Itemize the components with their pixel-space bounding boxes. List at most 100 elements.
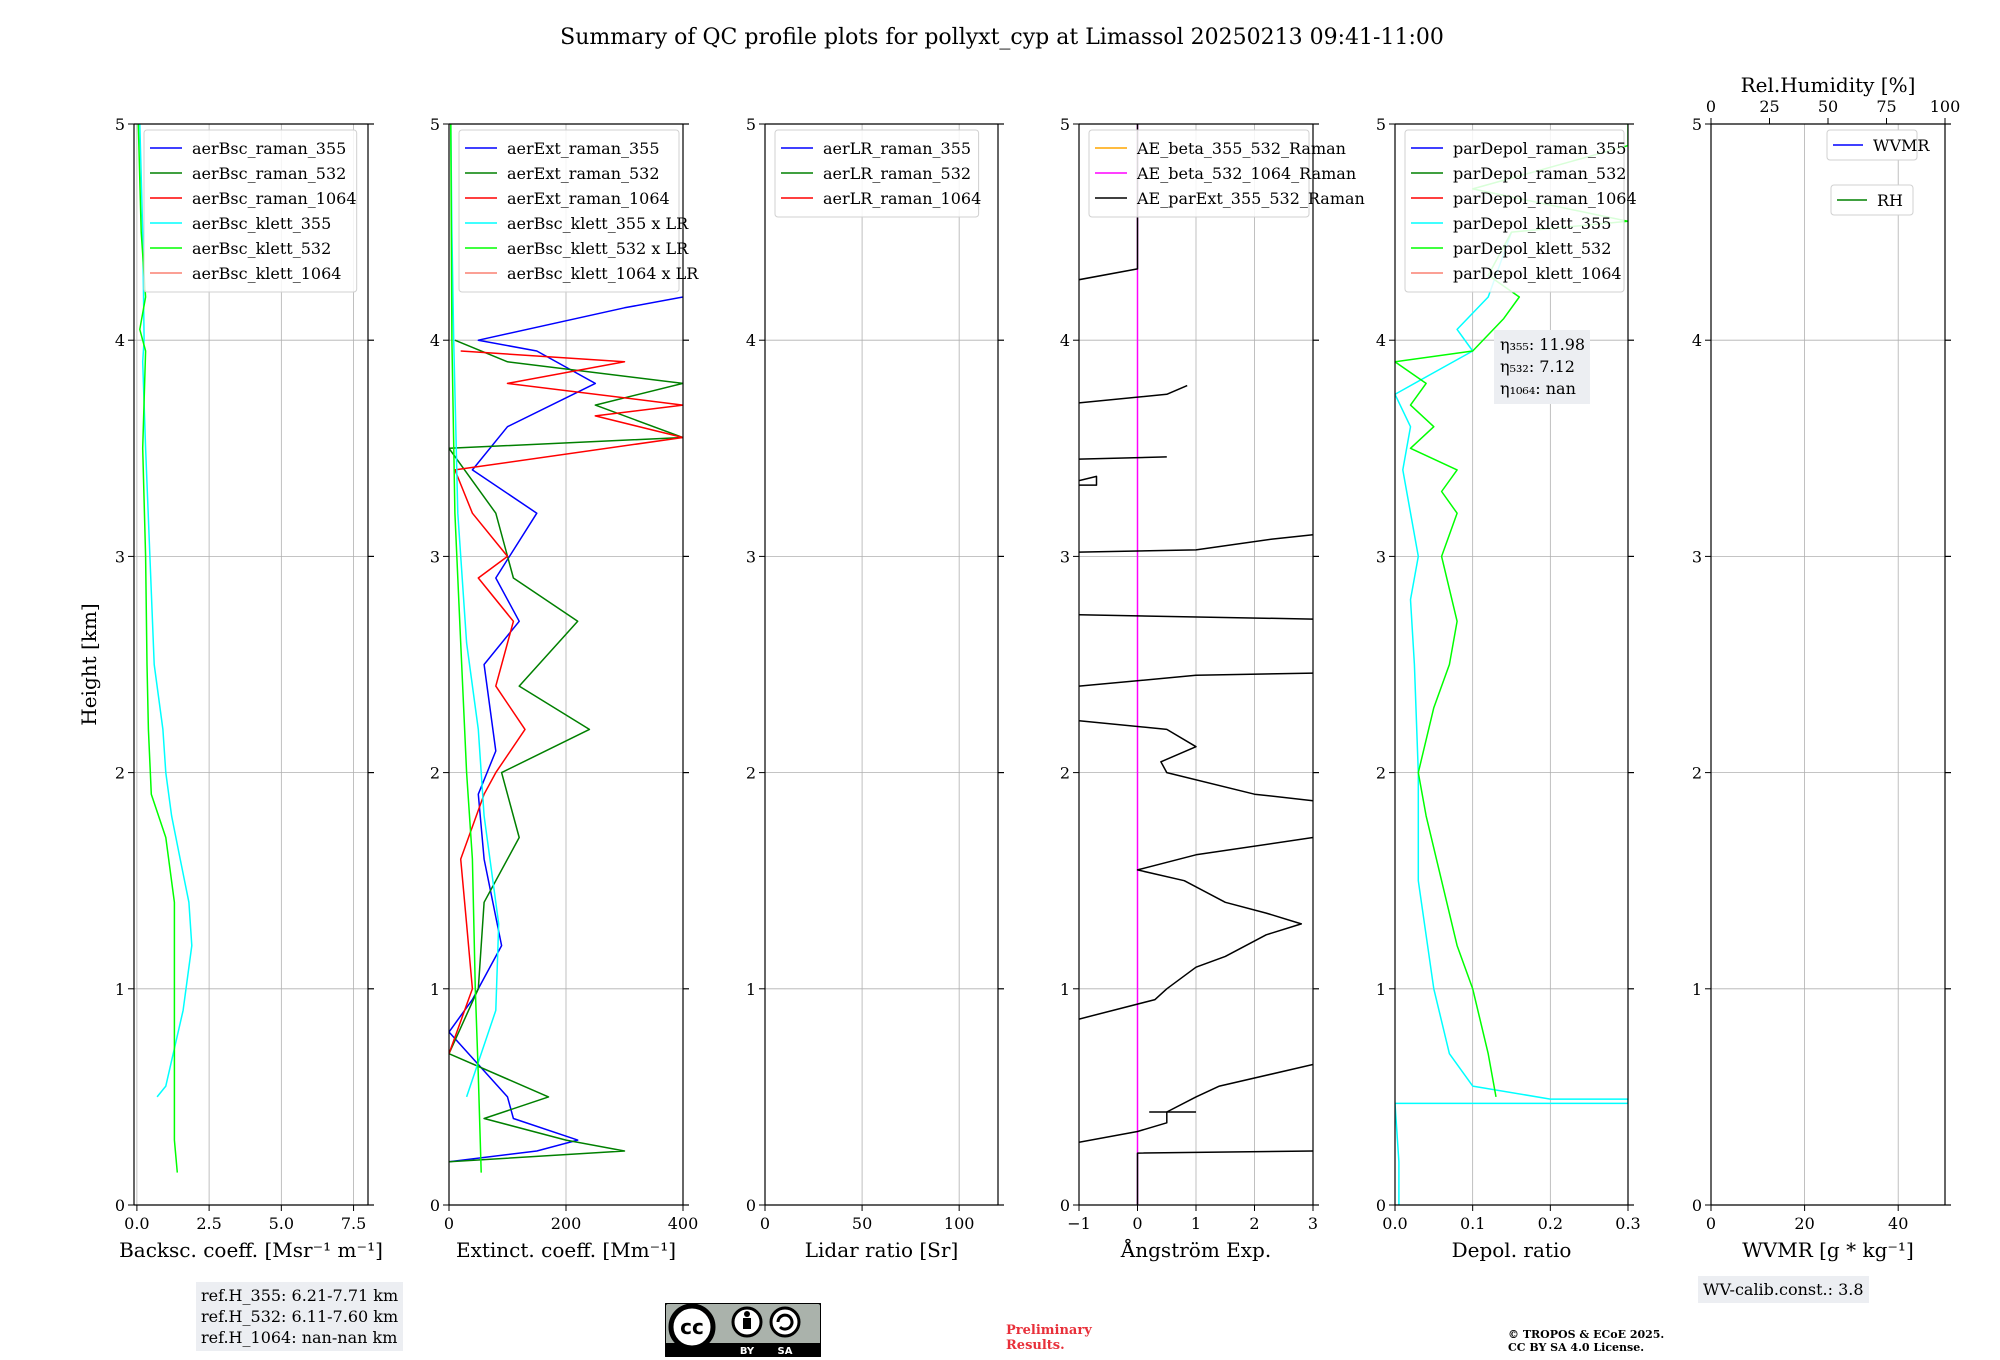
series-line-AE_parExt_355_532_Raman (1079, 534, 1313, 553)
legend-entry: RH (1877, 191, 1903, 210)
series-line-aerExt_raman_355 (449, 296, 683, 1163)
sa-label: SA (778, 1346, 793, 1357)
series-line-AE_parExt_355_532_Raman (1079, 475, 1098, 486)
panel-lidar_ratio: 0 50 100 0 1 2 3 4 5 Lidar ratio [Sr] aerLR_raman_… (746, 115, 1004, 1262)
legend-entry: WVMR (1873, 136, 1930, 155)
legend-entry: aerBsc_klett_1064 x LR (507, 264, 699, 283)
top-axis-label: Rel.Humidity [%] (1741, 73, 1916, 97)
ref-heights-box: ref.H_355: 6.21-7.71 km ref.H_532: 6.11-… (196, 1282, 404, 1351)
legend-entry: aerExt_raman_355 (507, 139, 660, 158)
x-axis-label: Ångström Exp. (1120, 1237, 1271, 1262)
eta-annotation-line: η₅₃₂: 7.12 (1500, 357, 1575, 376)
copyright-line-2: CC BY SA 4.0 License. (1508, 1341, 1645, 1354)
svg-text:cc: cc (680, 1315, 704, 1339)
cc-icon (668, 1303, 716, 1351)
legend-box (143, 129, 358, 293)
x-tick-label: 5.0 (269, 1214, 294, 1233)
legend-box (774, 129, 980, 218)
panel-extinction: 0 200 400 0 1 2 3 4 5 Extinct. coeff. [Mm⁻¹] aerEx… (430, 115, 699, 1262)
y-tick-label: 0 (1376, 1196, 1386, 1215)
preliminary-line-2: Results. (1006, 1338, 1065, 1353)
x-tick-label: −1 (1067, 1214, 1091, 1233)
series-line-AE_parExt_355_532_Raman (1079, 672, 1313, 687)
legend-entry: parDepol_klett_355 (1453, 214, 1611, 233)
x-tick-label: 1 (1191, 1214, 1201, 1233)
figure-title: Summary of QC profile plots for pollyxt_… (560, 25, 1444, 50)
series-line-aerBsc_klett_355 x LR (450, 124, 500, 1098)
legend-entry: aerBsc_raman_355 (192, 139, 346, 158)
series-line-aerExt_raman_532 (449, 339, 683, 1163)
y-tick-label: 2 (1376, 764, 1386, 783)
ref-height-532: ref.H_532: 6.11-7.60 km (201, 1307, 399, 1326)
y-tick-label: 5 (115, 115, 125, 134)
y-tick-label: 4 (430, 331, 440, 350)
x-tick-label: 40 (1888, 1214, 1908, 1233)
x-axis-label: Backsc. coeff. [Msr⁻¹ m⁻¹] (119, 1238, 383, 1262)
x-tick-label: 0.1 (1460, 1214, 1485, 1233)
top-x-tick-label: 0 (1706, 97, 1716, 116)
legend-entry: aerBsc_raman_532 (192, 164, 346, 183)
y-tick-label: 3 (1060, 547, 1070, 566)
y-tick-label: 3 (1376, 547, 1386, 566)
y-tick-label: 1 (430, 980, 440, 999)
y-tick-label: 2 (746, 764, 756, 783)
y-tick-label: 5 (1060, 115, 1070, 134)
y-tick-label: 2 (430, 764, 440, 783)
y-tick-label: 0 (1692, 1196, 1702, 1215)
x-tick-label: 50 (852, 1214, 872, 1233)
x-tick-label: 0.2 (1538, 1214, 1563, 1233)
y-tick-label: 3 (115, 547, 125, 566)
legend-entry: aerBsc_raman_1064 (192, 189, 357, 208)
series-line-aerBsc_klett_355 (139, 124, 193, 1098)
y-tick-label: 5 (430, 115, 440, 134)
x-tick-label: 3 (1308, 1214, 1318, 1233)
legend-entry: aerBsc_klett_355 x LR (507, 214, 689, 233)
x-tick-label: 100 (944, 1214, 975, 1233)
legend-box (1088, 129, 1310, 218)
x-tick-label: 0.0 (1382, 1214, 1407, 1233)
copyright-label: © TROPOS & ECoE 2025. CC BY SA 4.0 Licen… (1508, 1328, 1664, 1354)
x-axis-label: Extinct. coeff. [Mm⁻¹] (456, 1238, 676, 1262)
y-axis-label: Height [km] (77, 603, 101, 725)
legend-entry: aerBsc_klett_532 (192, 239, 331, 258)
y-tick-label: 3 (1692, 547, 1702, 566)
y-tick-label: 1 (1376, 980, 1386, 999)
x-tick-label: 0.0 (124, 1214, 149, 1233)
legend-box (1830, 184, 1914, 216)
x-tick-label: 2.5 (196, 1214, 221, 1233)
x-axis-label: WVMR [g * kg⁻¹] (1742, 1238, 1914, 1262)
y-tick-label: 4 (1376, 331, 1386, 350)
legend-entry: parDepol_klett_1064 (1453, 264, 1622, 283)
legend-entry: AE_beta_355_532_Raman (1136, 139, 1346, 158)
legend-entry: parDepol_klett_532 (1453, 239, 1611, 258)
top-x-tick-label: 25 (1759, 97, 1779, 116)
legend-entry: AE_parExt_355_532_Raman (1136, 189, 1365, 208)
legend-entry: aerBsc_klett_355 (192, 214, 331, 233)
x-tick-label: 20 (1794, 1214, 1814, 1233)
x-tick-label: 200 (551, 1214, 582, 1233)
y-tick-label: 0 (430, 1196, 440, 1215)
top-x-tick-label: 100 (1930, 97, 1961, 116)
legend-entry: aerLR_raman_355 (823, 139, 971, 158)
top-x-tick-label: 75 (1876, 97, 1896, 116)
series-group (137, 124, 193, 1173)
ref-height-1064: ref.H_1064: nan-nan km (201, 1328, 398, 1347)
series-line-AE_parExt_355_532_Raman (1079, 614, 1313, 620)
legend-entry: aerExt_raman_532 (507, 164, 660, 183)
y-tick-label: 0 (115, 1196, 125, 1215)
x-tick-label: 7.5 (341, 1214, 366, 1233)
series-line-aerBsc_klett_532 (137, 124, 179, 1173)
y-tick-label: 4 (746, 331, 756, 350)
legend-entry: parDepol_raman_532 (1453, 164, 1626, 183)
series-line-AE_parExt_355_532_Raman (1136, 1150, 1313, 1205)
y-tick-label: 5 (1692, 115, 1702, 134)
y-tick-label: 1 (1060, 980, 1070, 999)
y-tick-label: 0 (1060, 1196, 1070, 1215)
x-tick-label: 0 (1706, 1214, 1716, 1233)
preliminary-label: Preliminary Results. (1006, 1323, 1092, 1353)
y-tick-label: 5 (1376, 115, 1386, 134)
y-tick-label: 1 (1692, 980, 1702, 999)
preliminary-line-1: Preliminary (1006, 1323, 1092, 1338)
